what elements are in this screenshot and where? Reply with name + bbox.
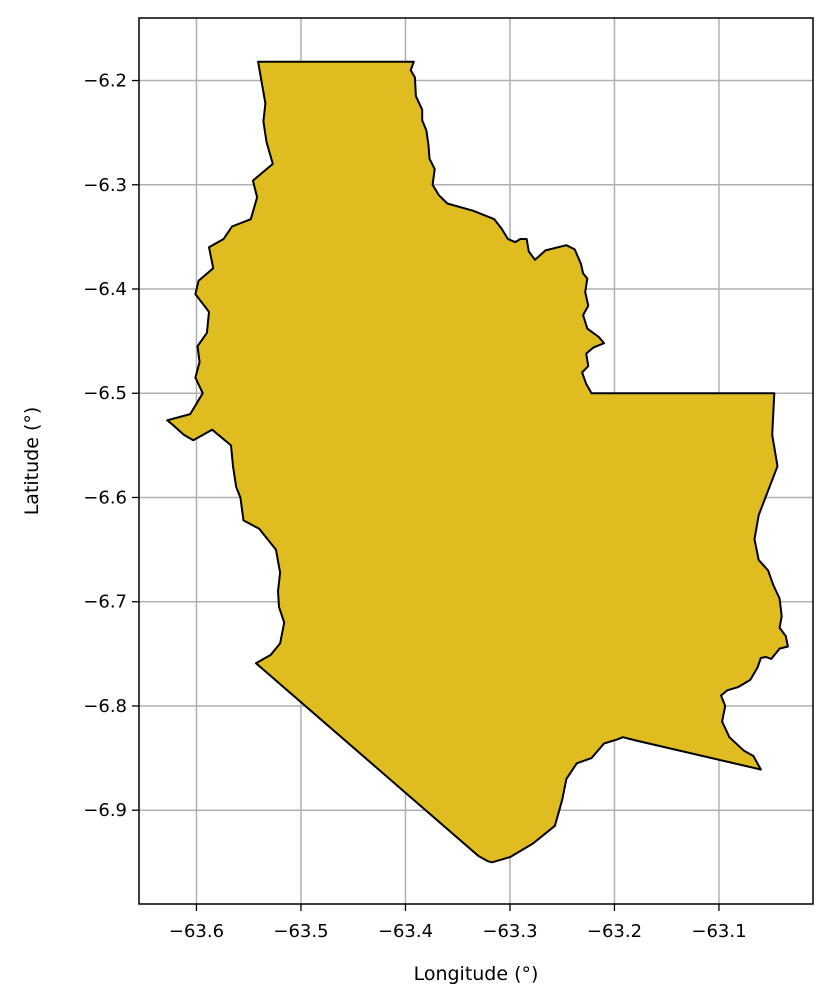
x-axis-title: Longitude (°) (414, 963, 539, 985)
x-tick-label: −63.2 (587, 921, 642, 942)
y-axis-ticks: −6.2 −6.3 −6.4 −6.5 −6.6 −6.7 −6.8 −6.9 (83, 71, 139, 821)
x-tick-label: −63.1 (691, 921, 746, 942)
y-tick-label: −6.7 (83, 592, 127, 613)
y-tick-label: −6.8 (83, 696, 127, 717)
y-tick-label: −6.3 (83, 175, 127, 196)
y-tick-label: −6.6 (83, 487, 127, 508)
y-tick-label: −6.2 (83, 71, 127, 92)
plot-frame (138, 17, 814, 905)
y-tick-label: −6.9 (83, 800, 127, 821)
x-tick-label: −63.6 (169, 921, 224, 942)
x-tick-label: −63.5 (273, 921, 328, 942)
x-tick-label: −63.3 (482, 921, 537, 942)
region-polygon (166, 60, 789, 864)
x-axis-ticks: −63.6 −63.5 −63.4 −63.3 −63.2 −63.1 (169, 904, 747, 942)
y-tick-label: −6.5 (83, 383, 127, 404)
x-tick-label: −63.4 (378, 921, 433, 942)
y-axis-title: Latitude (°) (21, 407, 43, 516)
y-tick-label: −6.4 (83, 279, 127, 300)
